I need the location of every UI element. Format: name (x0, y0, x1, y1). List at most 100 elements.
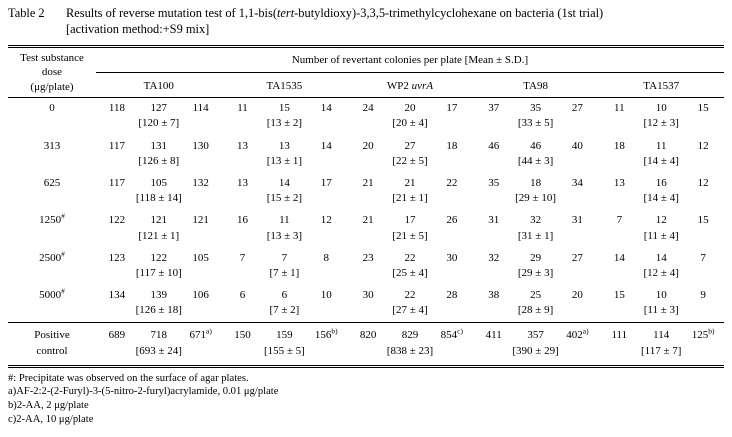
values-cell-ta98: 31 32 31 [31 ± 1] (473, 210, 599, 247)
plate-count: 46 (530, 139, 542, 152)
plate-count: 46 (488, 139, 500, 152)
dose-row-2500: 2500# 123 122 105 [117 ± 10] 7 7 8 [7 ± 1] 23 22 3… (8, 248, 724, 285)
plate-count: 16 (237, 214, 249, 227)
plate-count: 671a) (189, 326, 212, 342)
mean-sd-value: [120 ± 7] (138, 117, 180, 130)
mean-sd-value: [13 ± 3] (266, 229, 303, 242)
dose-cell: 1250# (39, 211, 65, 227)
plate-count: 718 (150, 329, 168, 342)
dose-cell: 5000# (39, 286, 65, 302)
plate-count: 15 (278, 102, 290, 115)
caption-line1-post: -butyldioxy)-3,3,5-trimethylcyclohexane … (294, 6, 604, 20)
plate-count: 40 (571, 139, 583, 152)
mean-sd-value: [155 ± 5] (263, 344, 305, 357)
plate-count: 13 (237, 176, 249, 189)
dose-cell: 2500# (39, 249, 65, 264)
plate-count: 27 (571, 102, 583, 115)
caption-line1: Results of reverse mutation test of 1,1-… (66, 6, 724, 22)
strain-header-wp2-uvra: WP2 uvrA (347, 72, 473, 99)
mean-sd-value: [33 ± 5] (517, 117, 554, 130)
values-cell-ta1537: 14 14 7 [12 ± 4] (598, 248, 724, 285)
plate-count: 13 (278, 139, 290, 152)
plate-count: 130 (192, 139, 209, 152)
plate-count: 38 (488, 289, 500, 302)
plate-count: 22 (404, 251, 416, 264)
mean-sd-value: [14 ± 4] (643, 154, 679, 167)
plate-count: 150 (234, 329, 251, 342)
plate-count: 122 (108, 214, 126, 227)
footnote: b)2-AA, 2 μg/plate (8, 400, 89, 412)
plate-count: 30 (362, 289, 374, 302)
plate-count: 8 (323, 251, 329, 264)
plate-count: 689 (108, 329, 126, 342)
plate-count: 106 (192, 289, 209, 302)
footnote: a)AF-2:2-(2-Furyl)-3-(5-nitro-2-furyl)ac… (8, 386, 279, 398)
plate-count: 24 (362, 102, 374, 115)
caption-text: Results of reverse mutation test of 1,1-… (66, 6, 724, 38)
plate-count: 111 (611, 329, 628, 342)
plate-count: 29 (530, 251, 542, 264)
plate-count: 12 (655, 214, 667, 227)
mean-sd-value: [22 ± 5] (392, 154, 428, 167)
plate-count: 402a) (566, 326, 589, 342)
values-cell-ta98: 38 25 20 [28 ± 9] (473, 285, 599, 323)
mean-sd-value: [13 ± 1] (266, 154, 303, 167)
mean-sd-value: [44 ± 3] (517, 154, 554, 167)
plate-count: 118 (108, 102, 125, 115)
plate-count: 139 (150, 289, 168, 302)
values-cell-ta1535: 11 15 14 [13 ± 2] (222, 98, 348, 136)
table-caption: Table 2 Results of reverse mutation test… (8, 6, 724, 38)
mean-sd-value: [27 ± 4] (392, 304, 428, 317)
values-cell-ta100: 122 121 121 [121 ± 1] (96, 210, 222, 247)
plate-count: 14 (320, 102, 332, 115)
mean-sd-value: [838 ± 23] (386, 344, 434, 357)
mean-sd-value: [13 ± 2] (266, 117, 303, 130)
plate-count: 23 (362, 251, 374, 264)
results-table: Test substance dose (μg/plate) Number of… (8, 44, 724, 368)
revertant-colonies-header: Number of revertant colonies per plate [… (96, 46, 724, 74)
mean-sd-value: [21 ± 1] (392, 192, 428, 205)
mean-sd-value: [12 ± 3] (643, 117, 679, 130)
values-cell-wp2-uvra: 21 17 26 [21 ± 5] (347, 210, 473, 247)
plate-count: 21 (362, 214, 374, 227)
plate-count: 15 (697, 214, 709, 227)
values-cell-ta1537: 18 11 12 [14 ± 4] (598, 136, 724, 173)
plate-count: 12 (697, 176, 709, 189)
caption-line1-pre: Results of reverse mutation test of 1,1-… (66, 6, 277, 20)
plate-count: 7 (616, 214, 623, 227)
plate-count: 17 (404, 214, 416, 227)
plate-count: 9 (700, 289, 706, 302)
dose-row-625: 625 117 105 132 [118 ± 14] 13 14 17 [15 ± 2] 21 2… (8, 173, 724, 210)
plate-count: 18 (613, 139, 625, 152)
caption-italic-tert: tert (276, 6, 295, 20)
dose-header-line1: Test substance (20, 51, 84, 64)
plate-count: 6 (281, 289, 288, 302)
values-cell-ta98: 411 357 402a) [390 ± 29] (472, 322, 599, 367)
plate-count: 27 (571, 251, 583, 264)
plate-count: 13 (613, 176, 625, 189)
plate-count: 134 (108, 289, 126, 302)
plate-count: 18 (530, 176, 542, 189)
plate-count: 11 (614, 102, 625, 115)
values-cell-ta100: 118 127 114 [120 ± 7] (96, 98, 222, 136)
mean-sd-value: [25 ± 4] (392, 266, 428, 279)
plate-count: 125b) (691, 326, 715, 342)
plate-count: 25 (530, 289, 542, 302)
plate-count: 28 (446, 289, 458, 302)
mean-sd-value: [11 ± 4] (643, 229, 679, 242)
values-cell-ta1537: 15 10 9 [11 ± 3] (598, 285, 724, 323)
values-cell-ta98: 46 46 40 [44 ± 3] (473, 136, 599, 173)
values-cell-wp2-uvra: 21 21 22 [21 ± 1] (347, 173, 473, 210)
plate-count: 35 (530, 102, 542, 115)
values-cell-ta100: 689 718 671a) [693 ± 24] (96, 322, 222, 367)
dose-header-line2: dose (41, 66, 63, 79)
strain-header-ta100: TA100 (96, 72, 222, 99)
dose-cell: 625 (43, 176, 61, 189)
strain-header-ta1535: TA1535 (221, 72, 348, 99)
plate-count: 20 (404, 102, 416, 115)
values-cell-ta1535: 13 14 17 [15 ± 2] (222, 173, 348, 210)
paper-table-page: Table 2 Results of reverse mutation test… (8, 6, 724, 425)
plate-count: 159 (276, 329, 293, 342)
mean-sd-value: [29 ± 10] (515, 192, 557, 205)
plate-count: 14 (320, 139, 332, 152)
